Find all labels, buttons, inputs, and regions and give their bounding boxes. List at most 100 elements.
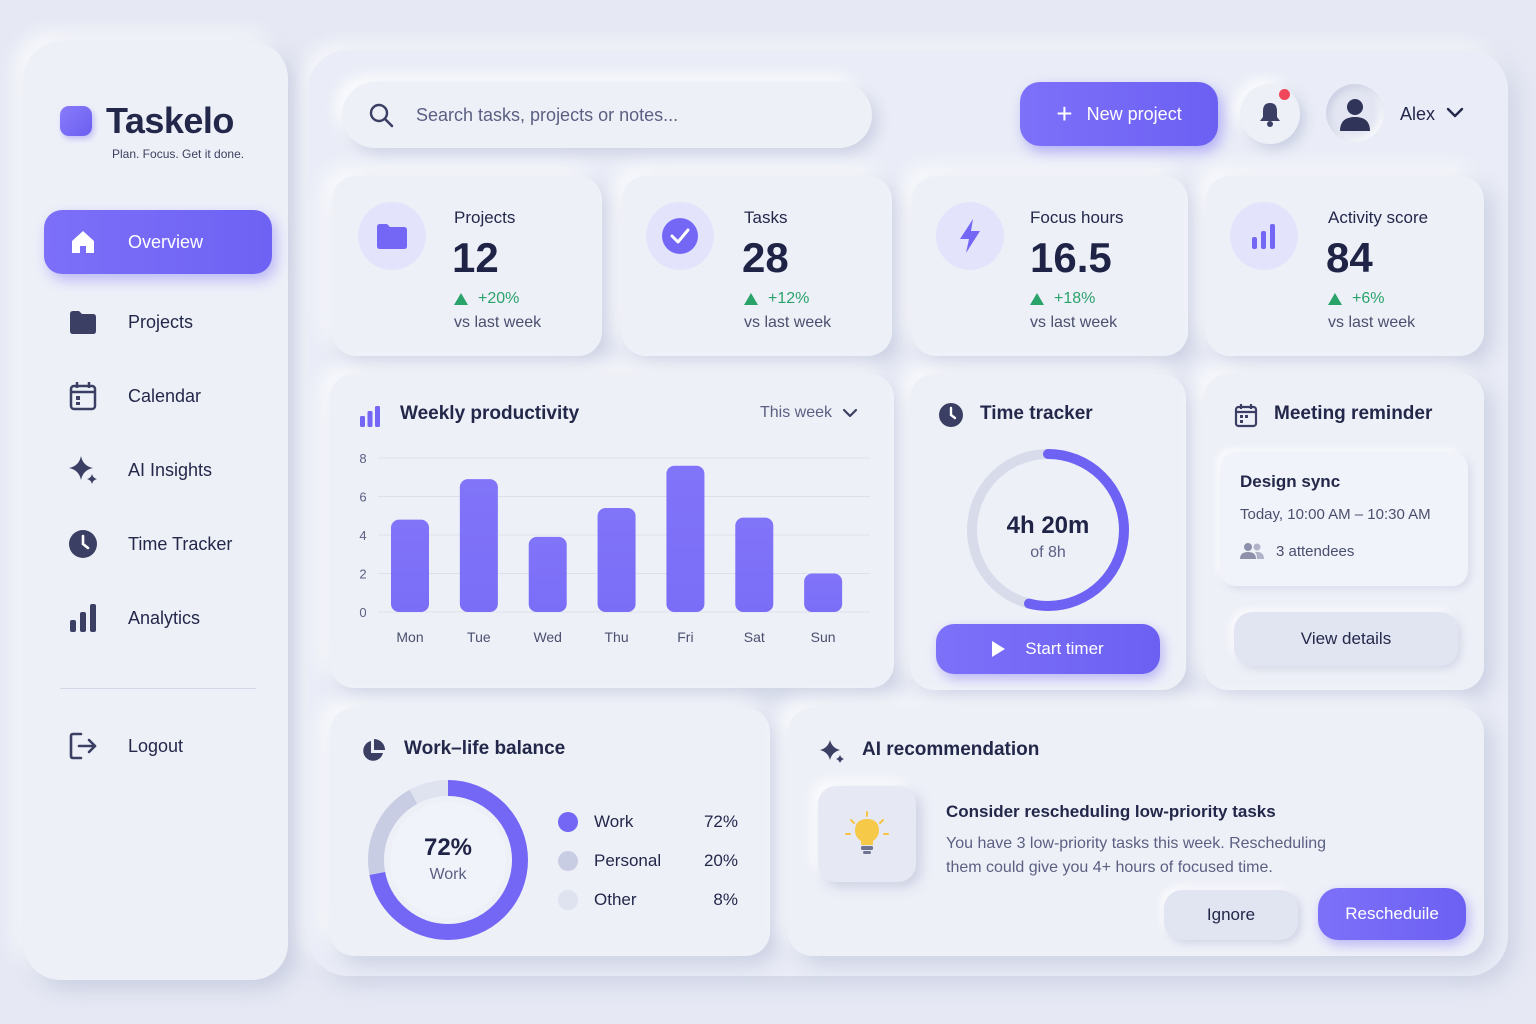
legend-label: Work xyxy=(594,812,634,831)
stat-value: 16.5 xyxy=(1030,234,1112,281)
chevron-down-icon xyxy=(842,408,858,418)
ai-body-text: You have 3 low-priority tasks this week.… xyxy=(946,835,1327,876)
x-tick-label: Fri xyxy=(677,629,693,645)
sidebar-item-ai-insights[interactable]: AI Insights xyxy=(44,438,272,502)
stat-value: 28 xyxy=(742,234,789,281)
stat-sub: vs last week xyxy=(1328,314,1416,331)
sidebar-item-label: Analytics xyxy=(128,607,201,628)
donut-slice xyxy=(368,780,528,940)
stat-card-projects[interactable]: Projects 12 +20% vs last week xyxy=(332,176,602,356)
productivity-chart: 0 2 4 6 8 Mon Tue Wed Thu Fri Sat Sun xyxy=(359,451,870,645)
stat-card-activity-score[interactable]: Activity score 84 +6% vs last week xyxy=(1206,176,1484,356)
logout-label: Logout xyxy=(128,735,184,756)
stat-delta: +6% xyxy=(1328,290,1384,308)
y-tick-label: 6 xyxy=(359,490,366,505)
legend-value: 8% xyxy=(713,890,738,909)
y-tick-label: 4 xyxy=(359,528,366,543)
donut-center xyxy=(390,802,506,918)
donut-slice xyxy=(368,780,528,940)
trend-up-icon xyxy=(1328,293,1342,305)
timer-goal: of 8h xyxy=(1030,544,1066,561)
chart-bar[interactable] xyxy=(666,465,705,612)
calendar-icon xyxy=(1234,402,1258,428)
meeting-details[interactable]: Design sync Today, 10:00 AM – 10:30 AM 3… xyxy=(1220,452,1468,586)
pie-chart-icon xyxy=(360,738,386,764)
chart-bar[interactable] xyxy=(804,573,843,613)
logout-button[interactable]: Logout xyxy=(44,714,272,778)
search-input[interactable] xyxy=(416,104,836,126)
user-name[interactable]: Alex xyxy=(1400,104,1436,124)
sidebar-item-projects[interactable]: Projects xyxy=(44,290,272,354)
balance-center-label: Work xyxy=(429,866,467,883)
stat-delta: +20% xyxy=(454,290,519,308)
chart-bar[interactable] xyxy=(459,479,498,612)
lightbulb-icon xyxy=(818,786,916,882)
sidebar: Taskelo Plan. Focus. Get it done. Overvi… xyxy=(24,42,288,980)
folder-icon xyxy=(358,202,426,270)
stat-sub: vs last week xyxy=(744,314,832,331)
stat-delta-value: +18% xyxy=(1054,290,1096,307)
sidebar-item-overview[interactable]: Overview xyxy=(44,210,272,274)
balance-donut-chart xyxy=(368,780,528,940)
legend-dot xyxy=(558,890,578,910)
week-filter-dropdown[interactable]: This week xyxy=(760,404,858,422)
chart-bar[interactable] xyxy=(735,517,774,612)
lightning-icon xyxy=(936,202,1004,270)
ignore-button[interactable]: Ignore xyxy=(1164,890,1298,940)
legend-item-work: Work 72% xyxy=(558,810,738,834)
card-title: Time tracker xyxy=(980,403,1093,424)
view-details-button[interactable]: View details xyxy=(1234,612,1458,666)
trend-up-icon xyxy=(454,293,468,305)
chart-bar[interactable] xyxy=(391,519,429,612)
chevron-down-icon[interactable] xyxy=(1446,106,1464,120)
balance-center-value: 72% xyxy=(423,834,473,861)
sidebar-divider xyxy=(60,688,256,689)
timer-elapsed: 4h 20m xyxy=(1006,512,1090,539)
user-avatar-icon xyxy=(1340,99,1370,131)
brand-tagline: Plan. Focus. Get it done. xyxy=(112,147,245,161)
brand-logo xyxy=(60,106,92,136)
stat-card-tasks[interactable]: Tasks 28 +12% vs last week xyxy=(622,176,892,356)
search-bar[interactable] xyxy=(342,82,872,148)
x-tick-label: Thu xyxy=(605,629,629,645)
ai-recommendation-card: AI recommendation Consider rescheduling … xyxy=(788,708,1484,956)
logout-icon xyxy=(66,729,100,763)
legend-label: Personal xyxy=(594,851,662,870)
reschedule-button[interactable]: Rescheduile xyxy=(1318,888,1466,940)
stat-label: Activity score xyxy=(1328,208,1429,227)
sidebar-item-calendar[interactable]: Calendar xyxy=(44,364,272,428)
y-tick-label: 8 xyxy=(359,451,366,466)
meeting-name: Design sync xyxy=(1240,472,1341,491)
chart-bar[interactable] xyxy=(597,508,636,612)
check-circle-icon xyxy=(646,202,714,270)
stat-delta-value: +6% xyxy=(1352,290,1385,307)
weekly-productivity-card: Weekly productivity This week 0 2 4 6 8 Mon Tu… xyxy=(330,374,894,688)
x-tick-label: Mon xyxy=(396,629,423,645)
bell-icon xyxy=(1257,100,1283,128)
meeting-time: Today, 10:00 AM – 10:30 AM xyxy=(1240,506,1431,523)
bar-chart-icon xyxy=(358,404,382,428)
notifications-button[interactable] xyxy=(1240,84,1300,144)
start-timer-button[interactable]: Start timer xyxy=(936,624,1160,674)
notification-dot xyxy=(1279,89,1290,100)
sidebar-item-time-tracker[interactable]: Time Tracker xyxy=(44,512,272,576)
bar-chart-icon xyxy=(1230,202,1298,270)
sparkle-icon xyxy=(66,453,100,487)
sidebar-item-analytics[interactable]: Analytics xyxy=(44,586,272,650)
sidebar-item-label: Overview xyxy=(128,231,204,252)
new-project-button[interactable]: + New project xyxy=(1020,82,1218,146)
clock-icon xyxy=(938,402,964,428)
x-tick-label: Wed xyxy=(533,629,562,645)
sidebar-item-label: AI Insights xyxy=(128,459,213,480)
avatar[interactable] xyxy=(1326,84,1384,142)
week-filter-label: This week xyxy=(760,404,833,421)
folder-icon xyxy=(66,305,100,339)
start-timer-label: Start timer xyxy=(1025,639,1104,658)
plus-icon: + xyxy=(1056,98,1073,129)
chart-bar[interactable] xyxy=(528,536,567,612)
stat-card-focus-hours[interactable]: Focus hours 16.5 +18% vs last week xyxy=(912,176,1188,356)
legend-label: Other xyxy=(594,890,637,909)
brand-name: Taskelo xyxy=(106,100,234,141)
legend-item-other: Other 8% xyxy=(558,888,738,912)
new-project-label: New project xyxy=(1086,103,1182,124)
